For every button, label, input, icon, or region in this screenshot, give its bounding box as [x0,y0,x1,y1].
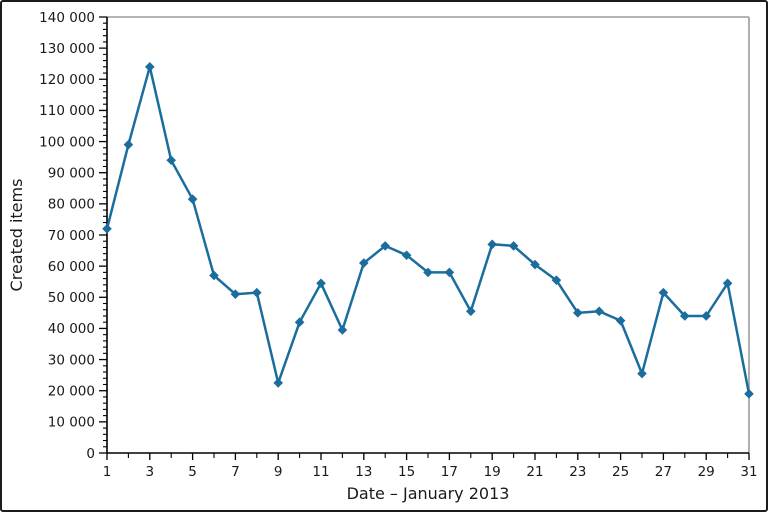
y-axis-title: Created items [7,179,26,292]
x-tick-label: 3 [146,464,155,480]
data-point-marker [508,241,519,251]
x-axis-title: Date – January 2013 [347,484,510,503]
data-point-marker [530,259,540,270]
data-point-marker [551,275,562,285]
x-tick-label: 1 [103,464,112,480]
y-tick-label: 10 000 [48,415,95,431]
x-tick-label: 21 [526,464,543,480]
y-tick-label: 70 000 [48,228,95,244]
y-tick-label: 110 000 [39,103,95,119]
y-tick-label: 60 000 [48,259,95,275]
y-tick-label: 130 000 [39,41,95,57]
data-point-marker [594,306,604,317]
data-point-marker [123,139,134,150]
data-point-marker [166,155,176,166]
data-series [102,62,754,399]
data-point-marker [102,223,112,234]
x-tick-label: 17 [441,464,458,480]
x-tick-label: 31 [740,464,757,480]
data-point-marker [744,389,754,399]
y-tick-label: 140 000 [39,10,95,26]
x-tick-label: 9 [274,464,283,480]
x-tick-label: 23 [569,464,586,480]
axis-ticks [99,16,750,460]
x-tick-label: 27 [655,464,672,480]
data-point-marker [487,239,497,250]
y-tick-label: 120 000 [39,72,95,88]
data-point-marker [145,62,155,72]
data-point-marker [423,267,433,278]
x-tick-label: 25 [612,464,629,480]
data-point-marker [252,287,262,298]
data-point-marker [380,241,390,251]
data-point-marker [294,317,305,327]
data-point-marker [573,308,583,318]
x-tick-label: 7 [231,464,240,480]
data-point-marker [401,250,412,261]
data-point-marker [337,325,348,335]
y-tick-label: 80 000 [48,197,95,213]
x-tick-label: 15 [398,464,415,480]
axis-tick-labels: 0 10 000 20 000 30 000 40 000 50 000 60 000 70 … [39,10,757,480]
data-point-marker [658,287,669,298]
data-point-marker [680,311,690,321]
data-point-marker [615,315,626,326]
data-point-marker [444,267,455,278]
data-point-marker [187,194,198,204]
x-tick-label: 19 [484,464,501,480]
data-point-marker [316,278,326,289]
y-tick-label: 90 000 [48,166,95,182]
data-point-marker [637,368,647,379]
y-tick-label: 40 000 [48,321,95,337]
data-line [105,65,751,396]
y-tick-label: 0 [86,446,95,462]
x-tick-label: 5 [188,464,197,480]
data-point-marker [466,306,476,317]
data-point-marker [722,278,733,289]
data-point-marker [359,258,369,268]
x-tick-label: 29 [698,464,715,480]
y-tick-label: 100 000 [39,134,95,150]
x-tick-label: 11 [312,464,329,480]
y-tick-label: 20 000 [48,384,95,400]
data-point-marker [230,289,241,299]
y-tick-label: 50 000 [48,290,95,306]
data-point-marker [701,311,711,321]
data-point-marker [209,270,219,281]
x-tick-label: 13 [355,464,372,480]
data-point-marker [273,378,283,388]
y-tick-label: 30 000 [48,352,95,368]
